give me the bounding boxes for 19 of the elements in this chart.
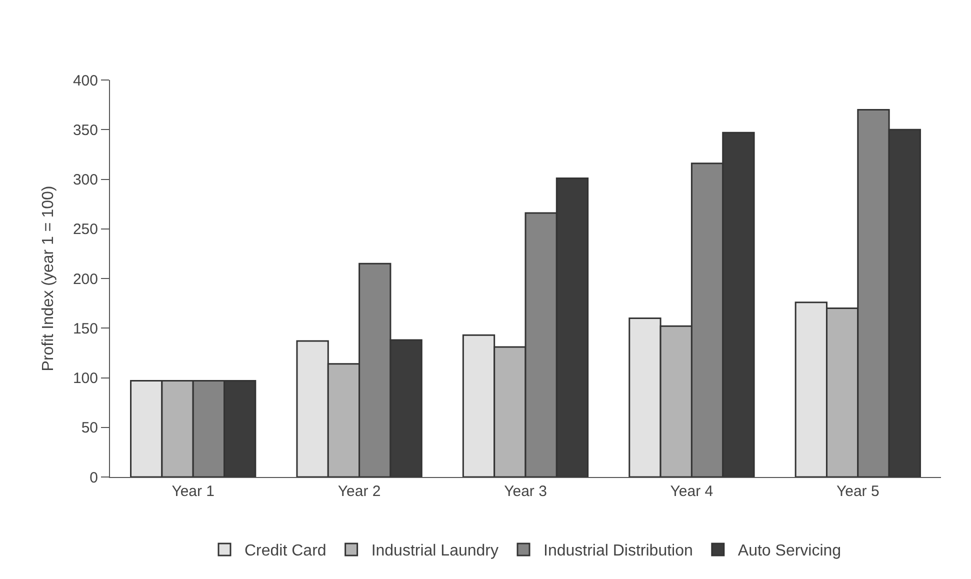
y-axis-title: Profit Index (year 1 = 100) <box>40 186 57 372</box>
legend-label: Auto Servicing <box>738 542 842 560</box>
legend-label: Industrial Distribution <box>544 542 693 560</box>
legend-label: Credit Card <box>244 542 326 560</box>
y-tick-label: 50 <box>81 420 98 437</box>
y-tick-label: 300 <box>72 172 98 188</box>
x-tick-label: Year 5 <box>836 483 880 500</box>
y-tick-label: 100 <box>72 370 98 387</box>
y-tick-label: 150 <box>72 320 98 338</box>
x-tick-label: Year 2 <box>338 483 381 500</box>
x-tick-label: Year 3 <box>504 483 547 500</box>
y-tick-label: 200 <box>72 270 98 288</box>
y-tick-label: 350 <box>72 122 98 139</box>
y-tick-label: 400 <box>72 72 98 90</box>
y-tick-label: 0 <box>90 469 98 486</box>
y-tick-label: 250 <box>72 221 98 238</box>
x-tick-label: Year 1 <box>172 483 215 500</box>
legend-label: Industrial Laundry <box>371 542 498 560</box>
x-tick-label: Year 4 <box>670 483 714 500</box>
